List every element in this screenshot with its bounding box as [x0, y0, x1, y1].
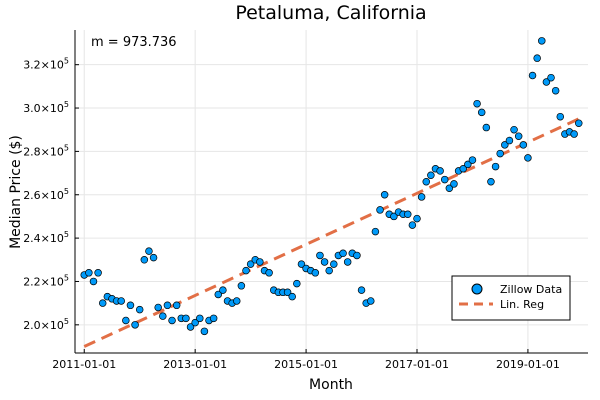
x-tick-label: 2013-01-01: [163, 358, 227, 371]
legend-label-zillow-data: Zillow Data: [500, 283, 562, 296]
data-point: [132, 321, 139, 328]
data-point: [506, 137, 513, 144]
data-point: [409, 222, 416, 229]
data-point: [488, 178, 495, 185]
data-point: [164, 302, 171, 309]
data-point: [201, 328, 208, 335]
data-point: [196, 315, 203, 322]
data-point: [122, 317, 129, 324]
data-point: [358, 287, 365, 294]
data-point: [266, 269, 273, 276]
data-point: [141, 256, 148, 263]
data-point: [497, 150, 504, 157]
data-point: [515, 133, 522, 140]
data-point: [511, 126, 518, 133]
data-point: [173, 302, 180, 309]
y-tick-label: 3.2×105: [23, 57, 69, 72]
data-point: [469, 157, 476, 164]
data-point: [344, 259, 351, 266]
data-point: [326, 267, 333, 274]
data-point: [367, 298, 374, 305]
chart-title: Petaluma, California: [235, 2, 426, 24]
data-point: [404, 211, 411, 218]
data-point: [118, 298, 125, 305]
data-point: [557, 113, 564, 120]
x-tick-label: 2011-01-01: [52, 358, 116, 371]
data-point: [85, 269, 92, 276]
x-tick-label: 2019-01-01: [496, 358, 560, 371]
y-tick-label: 3.0×105: [23, 100, 69, 115]
data-point: [381, 191, 388, 198]
data-point: [150, 254, 157, 261]
data-point: [474, 100, 481, 107]
data-point: [520, 141, 527, 148]
data-point: [478, 109, 485, 116]
data-point: [423, 178, 430, 185]
data-point: [99, 300, 106, 307]
data-point: [354, 252, 361, 259]
y-tick-label: 2.8×105: [23, 143, 69, 158]
data-point: [483, 124, 490, 131]
data-point: [321, 259, 328, 266]
legend: Zillow Data Lin. Reg: [452, 276, 570, 320]
data-point: [317, 252, 324, 259]
data-point: [210, 315, 217, 322]
data-point: [538, 37, 545, 44]
data-point: [548, 74, 555, 81]
data-point: [418, 194, 425, 201]
data-point: [233, 298, 240, 305]
slope-annotation: m = 973.736: [91, 35, 177, 50]
data-point: [525, 154, 532, 161]
data-point: [159, 313, 166, 320]
data-point: [427, 172, 434, 179]
data-point: [575, 120, 582, 127]
data-point: [95, 269, 102, 276]
data-point: [238, 282, 245, 289]
y-axis-label: Median Price ($): [8, 135, 24, 249]
data-point: [492, 163, 499, 170]
data-point: [289, 293, 296, 300]
x-tick-label: 2015-01-01: [274, 358, 338, 371]
data-point: [155, 304, 162, 311]
y-tick-label: 2.0×105: [23, 317, 69, 332]
data-point: [451, 181, 458, 188]
data-point: [312, 269, 319, 276]
data-point: [127, 302, 134, 309]
data-point: [293, 280, 300, 287]
data-point: [330, 261, 337, 268]
data-point: [183, 315, 190, 322]
data-point: [437, 168, 444, 175]
y-tick-label: 2.4×105: [23, 230, 69, 245]
data-point: [136, 306, 143, 313]
data-point: [552, 87, 559, 94]
data-point: [219, 287, 226, 294]
data-point: [146, 248, 153, 255]
data-point: [256, 259, 263, 266]
data-point: [372, 228, 379, 235]
data-point: [90, 278, 97, 285]
data-point: [243, 267, 250, 274]
x-tick-label: 2017-01-01: [385, 358, 449, 371]
data-point: [571, 131, 578, 138]
data-point: [441, 176, 448, 183]
data-point: [340, 250, 347, 257]
legend-label-lin-reg: Lin. Reg: [500, 298, 544, 311]
x-axis-label: Month: [309, 377, 353, 393]
data-point: [534, 55, 541, 62]
legend-marker-zillow-data: [472, 284, 482, 294]
y-tick-label: 2.6×105: [23, 187, 69, 202]
data-point: [169, 317, 176, 324]
data-point: [377, 207, 384, 214]
data-point: [414, 215, 421, 222]
data-point: [529, 72, 536, 79]
y-tick-label: 2.2×105: [23, 273, 69, 288]
